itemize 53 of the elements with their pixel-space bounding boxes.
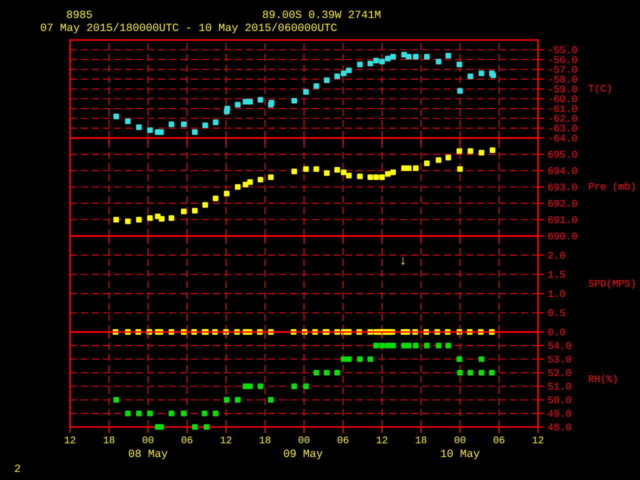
y-tick-label: -64.0 <box>549 134 577 142</box>
x-tick-label: 18 <box>260 436 270 444</box>
x-tick-label: 12 <box>532 436 544 444</box>
y-tick-label: 1.0 <box>548 290 565 297</box>
x-tick-label: 12 <box>64 436 76 444</box>
y-tick-label: -58.0 <box>549 76 577 83</box>
x-tick-label: 12 <box>376 436 388 444</box>
y-axis-title: Pre (mb) <box>589 182 635 192</box>
y-tick-label: 692.0 <box>548 200 577 207</box>
y-tick-label: 49.0 <box>548 410 571 417</box>
y-tick-label: 2.0 <box>548 252 565 259</box>
text: 08 May <box>128 450 168 460</box>
y-tick-label: -61.0 <box>549 105 577 112</box>
x-tick-label: 00 <box>142 436 154 444</box>
x-tick-label: 06 <box>182 436 192 444</box>
y-axis-title: SPD(MPS) <box>588 279 635 289</box>
y-tick-label: 693.0 <box>548 184 577 190</box>
y-tick-label: 51.0 <box>548 382 571 390</box>
y-tick-label: 52.0 <box>548 369 571 376</box>
x-tick-label: 00 <box>298 436 310 444</box>
chart-subtitle: 07 May 2015/180000UTC - 10 May 2015/060000UTC <box>40 23 337 34</box>
y-tick-label: 0.5 <box>548 309 565 316</box>
y-tick-label: 53.0 <box>548 356 571 363</box>
x-tick-label: 06 <box>494 436 504 444</box>
y-tick-label: 694.0 <box>548 167 577 174</box>
text: 89.00S 0.39W 2741M <box>262 10 380 18</box>
y-tick-label: -63.0 <box>549 124 577 132</box>
y-tick-label: 1.5 <box>548 271 565 278</box>
x-tick-label: 18 <box>416 436 426 444</box>
chart-title: 8985 <box>66 10 92 18</box>
y-tick-label: -60.0 <box>549 95 577 102</box>
y-tick-label: 48.0 <box>548 424 571 430</box>
x-tick-label: 18 <box>104 436 114 444</box>
y-axis-title: T(C) <box>588 84 611 94</box>
y-tick-label: 54.0 <box>548 342 571 349</box>
text: 2 <box>14 464 20 472</box>
text: 09 May <box>284 450 322 460</box>
y-tick-label: -59.0 <box>549 86 577 92</box>
y-tick-label: 0.0 <box>548 328 565 336</box>
text: 10 May <box>440 450 480 460</box>
y-tick-label: 690.0 <box>548 232 577 240</box>
x-tick-label: 12 <box>220 436 232 444</box>
x-tick-label: 00 <box>454 436 466 444</box>
y-tick-label: -56.0 <box>549 56 577 63</box>
y-tick-label: -55.0 <box>549 46 577 54</box>
y-tick-label: 50.0 <box>548 396 571 404</box>
annotation: ↓ <box>401 257 405 265</box>
y-tick-label: -62.0 <box>549 114 577 122</box>
y-tick-label: 695.0 <box>548 150 577 158</box>
y-tick-label: -57.0 <box>549 66 577 73</box>
y-tick-label: 691.0 <box>548 216 577 224</box>
y-axis-title: RH(%) <box>589 374 617 384</box>
x-tick-label: 06 <box>338 436 348 444</box>
